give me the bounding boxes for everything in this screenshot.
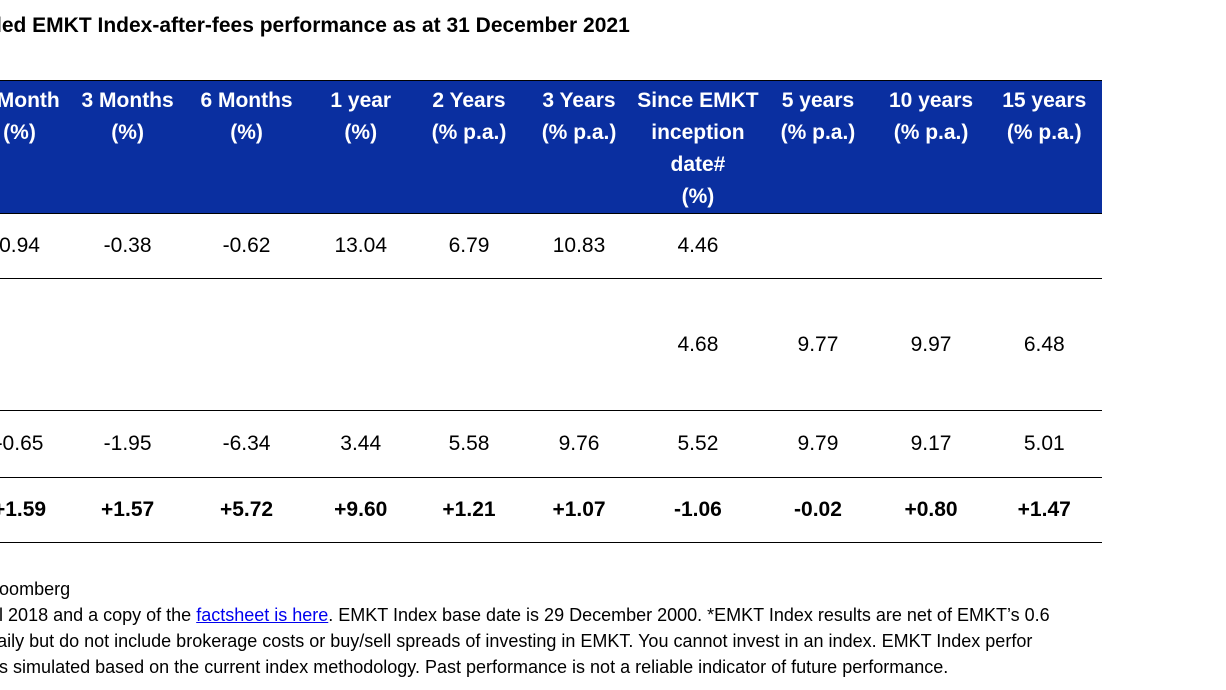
table-cell: 5.52	[635, 410, 761, 478]
table-cell: -6.34	[187, 410, 306, 478]
table-cell: -1.06	[635, 477, 761, 543]
header-cell: 10 years (% p.a.)	[875, 80, 987, 214]
table-cell	[986, 213, 1102, 279]
table-cell: -1.95	[68, 410, 188, 478]
table-cell: 9.77	[760, 278, 876, 411]
table-cell: 10.83	[522, 213, 636, 279]
factsheet-link[interactable]: factsheet is here	[196, 605, 329, 625]
table-cell: +1.57	[68, 477, 188, 543]
footnote-line-3: arch 2015 is simulated based on the curr…	[0, 657, 949, 677]
table-cell: 0.94	[0, 213, 69, 279]
header-cell: 1 Month (%)	[0, 80, 69, 214]
header-cell: 1 year (%)	[306, 80, 416, 214]
table-cell	[68, 278, 188, 411]
table-cell: -0.38	[68, 213, 188, 279]
performance-table: 1 Month (%) 3 Months (%) 6 Months (%) 1 …	[0, 80, 1102, 543]
table-row: +1.59 +1.57 +5.72 +9.60 +1.21 +1.07 -1.0…	[0, 477, 1102, 543]
footnote-line-2: alculated daily but do not include broke…	[0, 631, 1033, 651]
header-cell: 6 Months (%)	[187, 80, 306, 214]
table-cell: 9.17	[875, 410, 987, 478]
header-cell: 5 years (% p.a.)	[760, 80, 876, 214]
table-row: -0.65 -1.95 -6.34 3.44 5.58 9.76 5.52 9.…	[0, 410, 1102, 478]
table-cell: -0.65	[0, 410, 69, 478]
table-cell: +1.59	[0, 477, 69, 543]
table-cell	[0, 278, 69, 411]
table-row: 4.68 9.77 9.97 6.48	[0, 278, 1102, 411]
table-cell: +0.80	[875, 477, 987, 543]
table-row: 0.94 -0.38 -0.62 13.04 6.79 10.83 4.46	[0, 213, 1102, 279]
table-cell	[522, 278, 636, 411]
table-header-row: 1 Month (%) 3 Months (%) 6 Months (%) 1 …	[0, 80, 1102, 214]
table-cell: +9.60	[306, 477, 416, 543]
table-cell: +1.21	[415, 477, 523, 543]
table-cell: 9.76	[522, 410, 636, 478]
table-cell	[306, 278, 416, 411]
table-cell	[760, 213, 876, 279]
table-cell	[875, 213, 987, 279]
table-cell: 4.68	[635, 278, 761, 411]
table-cell: 9.79	[760, 410, 876, 478]
table-cell: 4.46	[635, 213, 761, 279]
table-cell: 5.01	[986, 410, 1102, 478]
table-cell: +5.72	[187, 477, 306, 543]
table-cell: 13.04	[306, 213, 416, 279]
header-cell: 2 Years (% p.a.)	[415, 80, 523, 214]
table-cell: 6.79	[415, 213, 523, 279]
table-cell: 6.48	[986, 278, 1102, 411]
table-cell: +1.47	[986, 477, 1102, 543]
table-cell: 9.97	[875, 278, 987, 411]
header-cell: 3 Months (%)	[68, 80, 188, 214]
header-cell: 3 Years (% p.a.)	[522, 80, 636, 214]
source-note: ningstar, Bloomberg	[0, 579, 71, 599]
footnotes: ningstar, Bloomberg e is 10 April 2018 a…	[0, 576, 1050, 680]
table-cell: +1.07	[522, 477, 636, 543]
table-cell: 5.58	[415, 410, 523, 478]
table-cell	[187, 278, 306, 411]
footnote-line-1: e is 10 April 2018 and a copy of the fac…	[0, 605, 1050, 625]
table-cell: -0.02	[760, 477, 876, 543]
table-cell: 3.44	[306, 410, 416, 478]
header-cell: Since EMKT inception date# (%)	[635, 80, 761, 214]
table-cell	[415, 278, 523, 411]
table-cell: -0.62	[187, 213, 306, 279]
header-cell: 15 years (% p.a.)	[986, 80, 1102, 214]
page-title: led EMKT Index-after-fees performance as…	[0, 14, 630, 37]
